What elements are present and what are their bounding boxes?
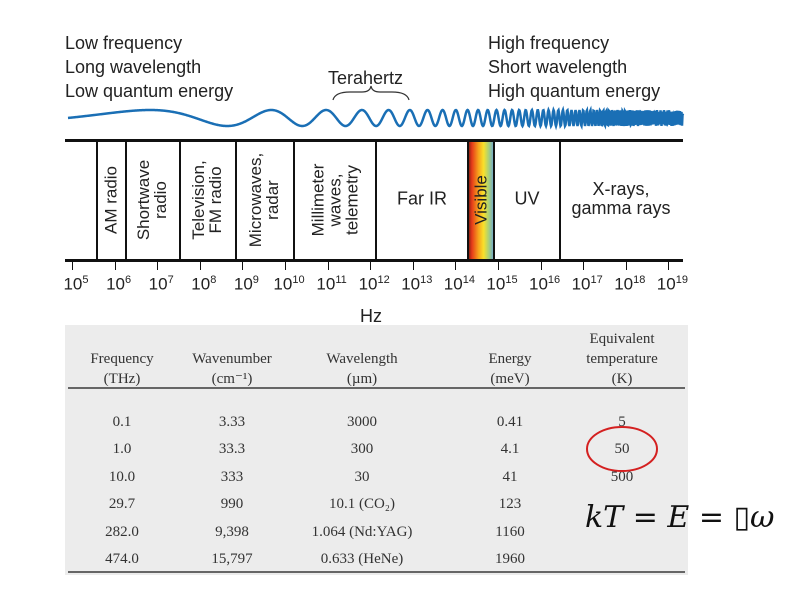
table-cell: 300 [350,441,374,458]
table-cell: 123 [498,496,522,513]
table-cell: 10.0 [108,468,136,485]
highlight-circle [586,426,658,472]
wave-line [67,105,685,131]
axis-tick [242,262,244,270]
axis-tick [412,262,414,270]
band-label: Shortwave radio [134,159,170,241]
wave-diagram [67,85,685,131]
table-cell: 30 [354,468,370,485]
table-cell: 0.633 (HeNe) [320,551,404,567]
tick-label: 1019 [656,274,688,294]
axis-tick [114,262,116,270]
band-divider [179,139,181,262]
tick-label: 1010 [273,274,305,294]
tick-label: 107 [148,274,174,294]
table-cell: 990 [220,496,244,513]
tick-label: 106 [106,274,132,294]
band-label: Visible [471,175,491,225]
table-cell: 4.1 [500,441,520,458]
tick-label: 1017 [571,274,603,294]
band-divider [559,139,561,262]
axis-tick [157,262,159,270]
table-cell: 1160 [495,523,525,540]
band-divider [493,139,495,262]
table-cell: 5 [618,414,626,430]
band-divider [467,139,469,262]
tick-label: 1014 [443,274,475,294]
table-cell: 500 [610,468,634,485]
visible-spectrum-gradient [468,142,494,259]
tick-label: 1016 [529,274,561,294]
band-label: Far IR [396,188,448,209]
terahertz-table: Frequency (THz) Wavenumber (cm⁻¹) Waveleng… [65,325,688,575]
table-cell: 15,797 [211,551,253,567]
tick-label: 1011 [316,274,347,294]
tick-label: 1015 [486,274,518,294]
tick-label: 108 [191,274,217,294]
table-cell: 0.41 [496,414,524,430]
column-header: Frequency (THz) [90,351,154,387]
tick-label: 1012 [358,274,390,294]
column-header: Wavenumber (cm⁻¹) [192,351,272,387]
band-divider [293,139,295,262]
band-label: AM radio [101,165,121,235]
column-header: Equivalent temperature (K) [586,331,658,387]
table-cell: 1960 [495,551,525,567]
band-divider [375,139,377,262]
bottom-rule [68,571,685,573]
tick-label: 105 [63,274,89,294]
table-cell: 3.33 [218,414,246,430]
band-label: UV [514,188,540,209]
formula: kT = E = ▯ω [585,500,775,535]
high-frequency-label: High frequency Short wavelength High quant… [488,33,661,101]
table-cell: 41 [502,468,518,485]
band-label: X-rays, gamma rays [571,179,671,218]
table-cell: 9,398 [215,523,249,540]
band-divider [235,139,237,262]
spectrum-band [65,139,683,262]
axis-tick [540,262,542,270]
table-cell: 282.0 [105,523,139,540]
band-divider [125,139,127,262]
table-cell: 474.0 [105,551,139,567]
axis-tick [327,262,329,270]
table-cell: 10.1 (CO₂) [328,496,396,513]
terahertz-brace [332,85,410,101]
terahertz-label: Terahertz [328,68,404,88]
tick-label: 109 [233,274,259,294]
band-label: Millimeter waves, telemetry [308,163,362,237]
axis-tick [455,262,457,270]
column-header: Energy (meV) [488,351,532,387]
band-label: Microwaves, radar [246,152,282,248]
axis-tick [498,262,499,270]
axis-tick [583,262,585,270]
axis-tick [285,262,286,270]
tick-label: 1013 [401,274,433,294]
axis-unit: Hz [360,306,382,326]
low-frequency-label: Low frequency Long wavelength Low quantum … [65,33,234,101]
table-cell: 50 [614,441,630,458]
tick-label: 1018 [614,274,646,294]
table-cell: 33.3 [218,441,246,458]
table-cell: 0.1 [112,414,132,430]
axis-tick [370,262,372,270]
table-cell: 333 [220,468,244,485]
header-rule [68,387,685,389]
axis-tick [199,262,201,270]
axis-tick [625,262,627,270]
axis-tick [668,262,670,270]
table-cell: 1.0 [112,441,132,458]
table-cell: 1.064 (Nd:YAG) [311,523,413,540]
band-label: Television, FM radio [189,160,225,240]
axis-tick [72,262,73,270]
table-cell: 3000 [347,414,377,430]
table-cell: 29.7 [108,496,136,513]
column-header: Wavelength (µm) [326,351,398,387]
band-divider [96,139,98,262]
